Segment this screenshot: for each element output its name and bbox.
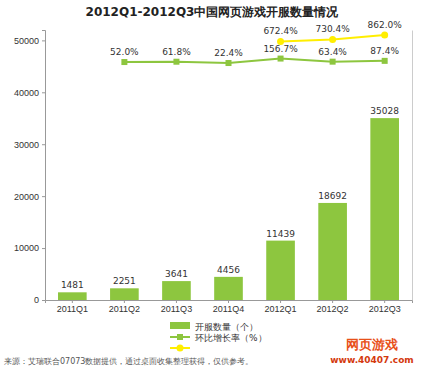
data-label: 35028 — [370, 106, 399, 116]
y-tick-label: 40000 — [14, 88, 39, 98]
watermark: 网页游戏 — [346, 337, 398, 352]
x-tick-label: 2012Q3 — [369, 304, 401, 314]
x-tick-mark — [384, 300, 385, 303]
y-tick: 20000 — [14, 192, 45, 202]
x-tick: 2011Q4 — [213, 300, 244, 314]
chart: 2012Q1-2012Q3中国网页游戏开服数量情况 0 10000 20000 3000… — [0, 0, 425, 370]
x-tick-label: 2011Q3 — [161, 304, 192, 314]
bar — [318, 203, 347, 300]
x-tick: 2012Q3 — [369, 300, 401, 314]
legend-label: 环比增长率（%） — [195, 333, 267, 343]
bar — [370, 118, 399, 300]
data-label: 730.4% — [315, 24, 350, 34]
y-tick: 50000 — [14, 36, 45, 46]
data-label: 2251 — [113, 276, 136, 286]
watermark: www.40407.com — [330, 355, 413, 365]
x-tick-mark — [176, 300, 177, 303]
data-label: 156.7% — [263, 44, 298, 54]
data-label: 22.4% — [214, 48, 243, 58]
y-tick-label: 50000 — [14, 36, 39, 46]
title: 2012Q1-2012Q3中国网页游戏开服数量情况 — [86, 5, 340, 19]
y-axis-line — [42, 31, 46, 301]
data-labels: 1481 2251 3641 4456 11439 18692 35028 52.0% 61.8… — [61, 20, 402, 290]
marker — [121, 59, 127, 65]
marker — [330, 59, 336, 65]
data-label: 11439 — [266, 229, 295, 239]
line — [124, 59, 384, 63]
bar — [58, 292, 87, 300]
data-label: 3641 — [165, 269, 188, 279]
bar — [214, 277, 243, 300]
legend: 开服数量（个）环比增长率（%） — [170, 322, 267, 352]
data-label: 61.8% — [162, 47, 191, 57]
y-tick-label: 20000 — [14, 192, 39, 202]
x-tick-mark — [72, 300, 73, 303]
y-tick: 30000 — [14, 140, 45, 150]
y-tick-label: 0 — [34, 295, 39, 305]
y-tick: 0 — [34, 295, 45, 305]
y-tick: 40000 — [14, 88, 45, 98]
x-tick-label: 2012Q2 — [317, 304, 349, 314]
bar — [110, 288, 139, 300]
x-tick: 2011Q3 — [161, 300, 192, 314]
y-tick-mark — [42, 92, 45, 93]
y-tick-mark — [42, 300, 45, 301]
data-label: 862.0% — [368, 20, 403, 30]
marker — [329, 36, 336, 43]
x-tick-mark — [124, 300, 125, 303]
bar — [162, 281, 191, 300]
data-label: 4456 — [217, 265, 240, 275]
x-tick-mark — [228, 300, 229, 303]
bar — [266, 241, 295, 300]
x-tick-label: 2011Q4 — [213, 304, 244, 314]
legend-marker — [177, 334, 183, 340]
data-label: 63.4% — [318, 47, 347, 57]
data-label: 1481 — [61, 280, 84, 290]
y-tick-label: 10000 — [14, 243, 39, 253]
x-axis: 2011Q1 2011Q2 2011Q3 2011Q4 2012Q1 2012Q2 2012… — [46, 300, 413, 314]
x-tick-label: 2011Q1 — [57, 304, 88, 314]
marker — [381, 32, 388, 39]
x-tick-mark — [332, 300, 333, 303]
legend-label: 开服数量（个） — [195, 322, 258, 332]
marker — [278, 56, 284, 62]
marker — [226, 60, 232, 66]
source-note: 来源：艾瑞联合07073数据提供，通过桌面收集整理获得，仅供参考。 — [4, 357, 253, 366]
y-tick-label: 30000 — [14, 140, 39, 150]
y-tick-mark — [42, 144, 45, 145]
x-tick: 2012Q2 — [317, 300, 349, 314]
plot-area — [58, 32, 399, 300]
y2-axis-line — [412, 31, 413, 301]
legend-marker — [177, 345, 184, 352]
x-tick-mark — [280, 300, 281, 303]
x-tick-label: 2012Q1 — [265, 304, 297, 314]
marker — [173, 59, 179, 65]
data-label: 18692 — [318, 191, 347, 201]
x-tick: 2011Q2 — [109, 300, 140, 314]
data-label: 52.0% — [110, 47, 139, 57]
data-label: 87.4% — [370, 46, 399, 56]
y-tick-mark — [42, 196, 45, 197]
legend-swatch — [170, 322, 190, 329]
data-label: 672.4% — [263, 26, 298, 36]
y-axis: 0 10000 20000 30000 40000 50000 — [14, 31, 46, 306]
y-tick-mark — [42, 248, 45, 249]
y2-axis — [412, 31, 413, 301]
y-tick-mark — [42, 40, 45, 41]
x-axis-line — [46, 301, 413, 304]
marker — [382, 58, 388, 64]
x-tick-label: 2011Q2 — [109, 304, 140, 314]
x-tick: 2012Q1 — [265, 300, 297, 314]
y-tick: 10000 — [14, 243, 45, 253]
x-tick: 2011Q1 — [57, 300, 88, 314]
